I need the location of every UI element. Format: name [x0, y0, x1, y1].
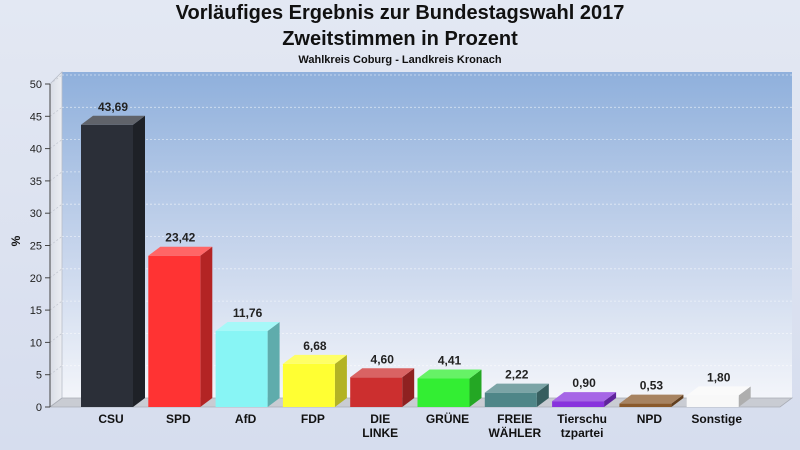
bar-side	[671, 394, 684, 407]
grid-line-side	[49, 106, 63, 117]
bar	[350, 368, 415, 407]
bar-front	[417, 378, 470, 407]
value-label: 43,69	[98, 100, 128, 114]
grid-line-side	[49, 365, 63, 376]
category-label: FREIE	[497, 412, 532, 426]
bar	[148, 246, 213, 407]
value-label: 0,90	[572, 376, 596, 390]
y-tick-label: 50	[30, 79, 42, 91]
category-label: tzpartei	[561, 426, 604, 440]
bar	[215, 322, 280, 407]
category-label: WÄHLER	[488, 425, 541, 440]
grid-line-side	[49, 236, 63, 246]
category-label: GRÜNE	[426, 411, 469, 426]
value-label: 4,41	[438, 354, 462, 368]
grid-line-side	[49, 171, 63, 182]
category-label: NPD	[637, 412, 663, 426]
value-label: 1,80	[707, 370, 731, 384]
value-label: 6,68	[303, 339, 327, 353]
category-label: LINKE	[362, 426, 398, 440]
y-tick-label: 35	[30, 176, 42, 188]
value-label: 0,53	[640, 379, 664, 393]
chart-title-2: Zweitstimmen in Prozent	[282, 28, 518, 50]
bar-top	[619, 394, 684, 404]
y-tick-label: 45	[30, 111, 42, 123]
bar-side	[738, 386, 751, 407]
y-tick-label: 15	[30, 305, 42, 317]
category-label: FDP	[301, 412, 325, 426]
chart-subtitle: Wahlkreis Coburg - Landkreis Kronach	[298, 54, 502, 66]
bar	[417, 369, 482, 407]
bar-front	[619, 403, 672, 407]
grid-line-side	[49, 333, 63, 343]
bar-side	[334, 354, 347, 407]
y-tick-label: 10	[30, 337, 42, 349]
grid-line-side	[49, 203, 63, 214]
bar-top	[686, 386, 751, 396]
y-tick-label: 0	[36, 402, 42, 414]
grid-line-side	[49, 268, 63, 279]
bar-front	[148, 255, 201, 407]
bars	[81, 115, 751, 407]
y-axis: 0 5 10 15 20 25 30 35 40 45 50	[30, 79, 51, 414]
category-label: CSU	[98, 412, 123, 426]
bar-front	[81, 124, 133, 407]
bar-top	[148, 246, 213, 256]
y-tick-label: 25	[30, 241, 42, 253]
bar	[619, 394, 684, 407]
y-tick-label: 40	[30, 144, 42, 156]
value-label: 11,76	[233, 306, 263, 320]
bar-top	[81, 115, 145, 125]
category-label: DIE	[370, 412, 390, 426]
value-label: 2,22	[505, 368, 529, 382]
value-label: 23,42	[165, 231, 195, 245]
bar	[81, 115, 145, 407]
bar-side	[133, 115, 145, 407]
bar-side	[200, 246, 213, 407]
bar-side	[402, 368, 415, 407]
bar	[686, 386, 751, 407]
bar-top	[417, 369, 482, 379]
bar-front	[350, 377, 403, 407]
plot-side-wall	[49, 71, 63, 408]
bar-side	[536, 383, 549, 407]
bar-side	[267, 322, 280, 407]
y-tick-label: 30	[30, 208, 42, 220]
grid-line-side	[49, 300, 63, 311]
category-label: Sonstige	[691, 412, 742, 426]
bar-front	[686, 395, 739, 407]
bar-front	[282, 363, 335, 407]
category-label: AfD	[235, 412, 257, 426]
category-label: SPD	[166, 412, 191, 426]
bar-top	[552, 392, 617, 402]
y-tick-label: 20	[30, 273, 42, 285]
grid-line-side	[49, 139, 63, 149]
chart-title: Vorläufiges Ergebnis zur Bundestagswahl …	[175, 2, 625, 24]
bar-front	[552, 401, 605, 407]
bar-top	[215, 322, 280, 332]
category-label: Tierschu	[557, 412, 607, 426]
bar-front	[215, 331, 268, 407]
bar-top	[484, 383, 549, 393]
bar	[552, 392, 617, 407]
bar-top	[350, 368, 415, 378]
bar	[484, 383, 549, 407]
bar	[282, 354, 347, 407]
bar-side	[469, 369, 482, 407]
bar-side	[604, 392, 617, 407]
value-label: 4,60	[371, 352, 395, 366]
y-axis-label: %	[9, 235, 23, 246]
bar-front	[484, 392, 537, 407]
y-tick-label: 5	[36, 370, 42, 382]
grid-line-side	[49, 74, 63, 85]
value-labels: 43,69 23,42 11,76 6,68 4,60 4,41 2,22 0,90 0,53 1…	[98, 100, 731, 393]
bar-top	[282, 354, 347, 364]
